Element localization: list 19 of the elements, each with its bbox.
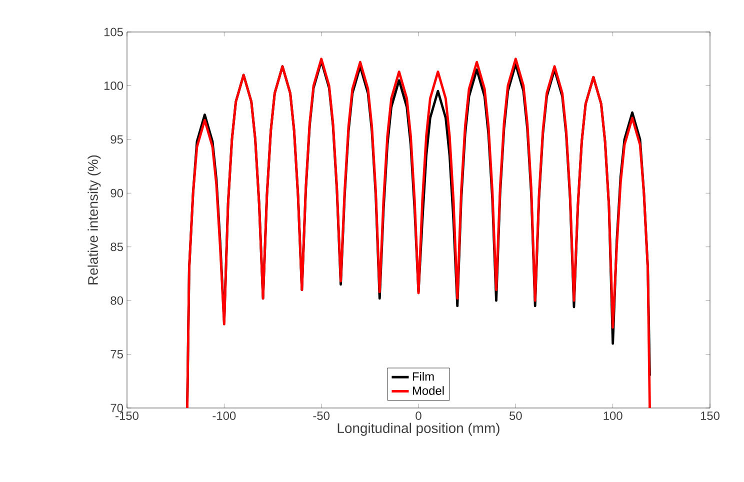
x-tick-label: 150 [700, 412, 720, 420]
legend-label: Model [412, 386, 444, 395]
y-axis-title: Relative intensity (%) [88, 155, 101, 284]
x-tick-label: -50 [313, 412, 330, 420]
x-tick-label: 100 [604, 412, 622, 420]
x-axis-title: Longitudinal position (mm) [338, 422, 500, 436]
legend-label: Film [412, 372, 434, 381]
y-tick-label: 100 [104, 81, 124, 90]
x-tick-label: -100 [212, 412, 236, 420]
x-tick-label: 0 [416, 412, 422, 420]
y-tick-label: 85 [110, 242, 123, 252]
y-tick-label: 75 [110, 350, 123, 358]
x-tick-label: 50 [510, 412, 522, 420]
y-tick-label: 70 [110, 404, 124, 412]
x-tick-label: -150 [116, 412, 138, 420]
y-tick-label: 80 [110, 296, 124, 305]
y-tick-label: 105 [104, 28, 123, 36]
y-tick-label: 95 [110, 135, 123, 144]
y-tick-label: 90 [110, 188, 124, 198]
